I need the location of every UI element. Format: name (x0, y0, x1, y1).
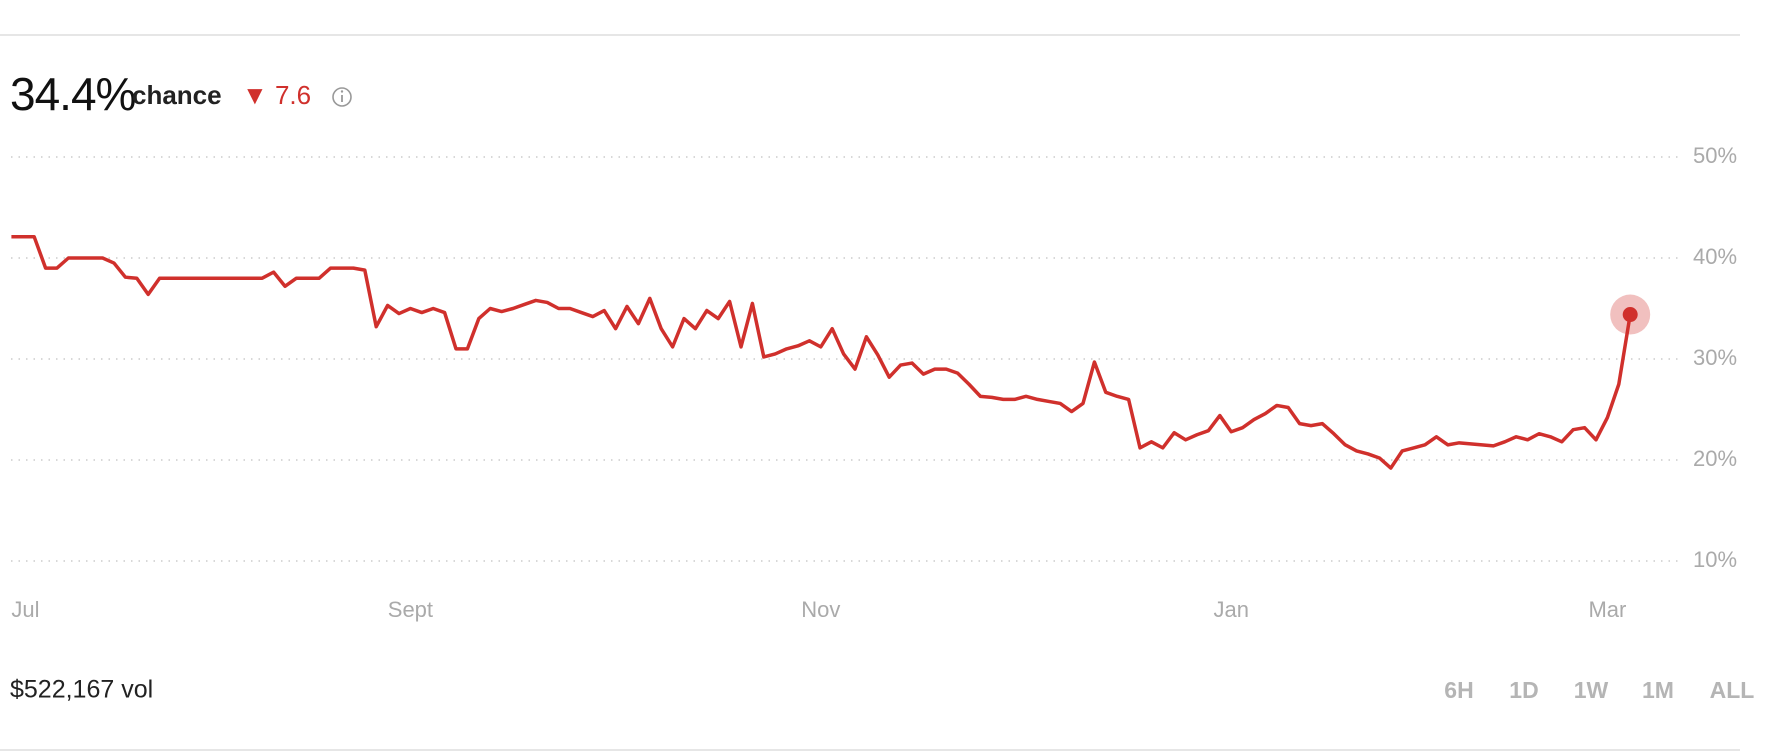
info-icon[interactable] (332, 87, 352, 107)
volume: $522,167 vol (10, 676, 153, 704)
price-line (11, 235, 1632, 470)
x-tick-label: Jul (11, 597, 39, 622)
range-button[interactable]: ALL (1710, 677, 1755, 703)
y-tick-label: 10% (1693, 547, 1737, 572)
change: ▼ 7.6 (242, 80, 311, 110)
y-tick-label: 20% (1693, 446, 1737, 471)
y-tick-label: 30% (1693, 345, 1737, 370)
range-button[interactable]: 1D (1509, 677, 1538, 703)
range-button[interactable]: 6H (1444, 677, 1473, 703)
x-tick-label: Nov (801, 597, 840, 622)
value-suffix: chance (132, 80, 222, 110)
current-value: 34.4% (10, 68, 136, 120)
plot: 10% 20% 30% 40% 50% Jul Sept Nov Jan Mar (11, 143, 1737, 622)
y-tick-label: 50% (1693, 143, 1737, 168)
range-button[interactable]: 1M (1642, 677, 1674, 703)
range-selector: 6H 1D 1W 1M ALL (1444, 677, 1754, 703)
x-tick-label: Sept (388, 597, 433, 622)
range-button[interactable]: 1W (1574, 677, 1609, 703)
x-tick-label: Jan (1213, 597, 1248, 622)
end-dot (1622, 307, 1638, 323)
y-tick-label: 40% (1693, 244, 1737, 269)
x-tick-label: Mar (1588, 597, 1626, 622)
